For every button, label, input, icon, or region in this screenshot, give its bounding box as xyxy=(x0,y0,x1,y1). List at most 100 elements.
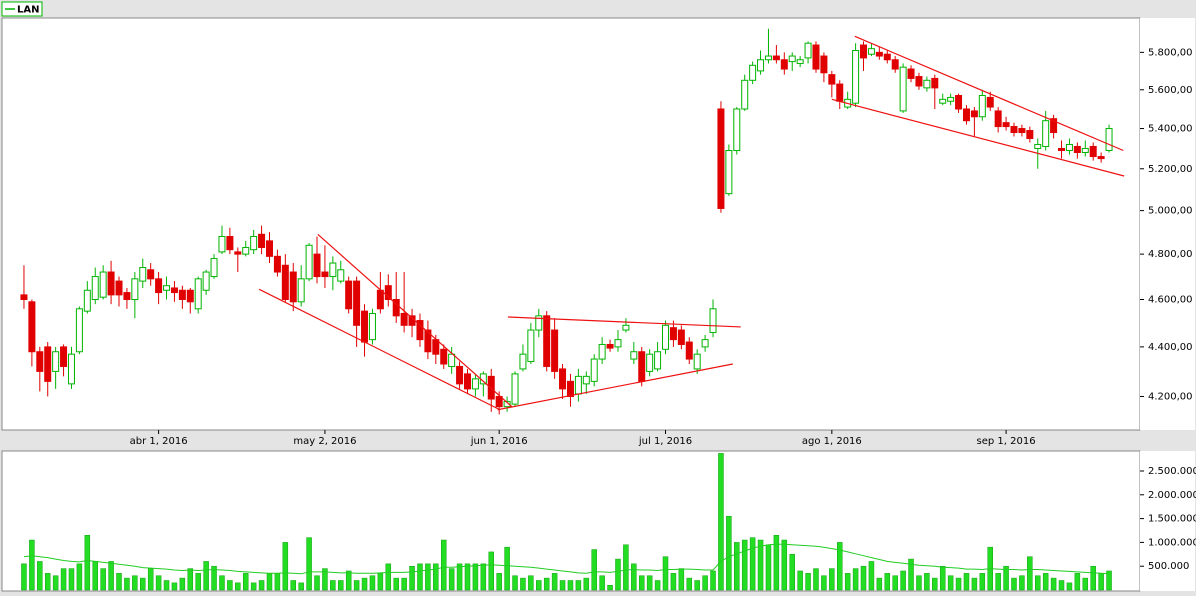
price-panel xyxy=(1,17,1141,431)
volume-bar xyxy=(425,563,431,591)
candle-body xyxy=(559,368,567,390)
candle-body xyxy=(400,312,408,326)
volume-bar xyxy=(219,575,225,591)
candle-body xyxy=(1089,145,1097,158)
volume-bar xyxy=(1035,575,1041,591)
volume-bar xyxy=(575,580,582,591)
candle-body xyxy=(630,351,638,360)
candle-body xyxy=(20,294,28,300)
candle-body xyxy=(939,98,947,104)
candle-body xyxy=(218,235,226,253)
candle-body xyxy=(598,343,606,360)
candle-body xyxy=(99,271,107,298)
volume-bar xyxy=(235,582,241,591)
y-tick-label: 5.000,00 xyxy=(1148,206,1193,217)
volume-bar xyxy=(678,568,685,591)
candle-body xyxy=(194,278,202,310)
volume-bar xyxy=(567,580,574,591)
volume-bar xyxy=(92,561,98,591)
x-tick-label: may 2, 2016 xyxy=(293,436,356,447)
volume-bar xyxy=(258,580,265,591)
volume-bar xyxy=(892,575,898,591)
volume-bar xyxy=(781,539,788,591)
volume-bar xyxy=(924,573,930,591)
candle-body xyxy=(495,395,503,408)
candle-body xyxy=(527,329,535,363)
volume-bar xyxy=(829,568,835,591)
candle-body xyxy=(1002,122,1010,128)
volume-bar xyxy=(21,563,27,591)
candle-body xyxy=(432,339,440,355)
volume-bar xyxy=(884,573,891,591)
volume-bar xyxy=(195,573,201,591)
volume-bar xyxy=(266,573,273,591)
candle-body xyxy=(456,365,464,385)
candle-body xyxy=(669,327,677,341)
candle-body xyxy=(923,79,931,89)
candle-body xyxy=(242,246,250,255)
candle-body xyxy=(511,373,519,405)
volume-bar xyxy=(670,573,677,591)
volume-bar xyxy=(385,563,392,591)
volume-bar xyxy=(591,549,597,591)
volume-tick-label: 2.500.000 xyxy=(1148,466,1196,477)
candle-body xyxy=(1034,143,1042,149)
volume-bar xyxy=(155,575,162,591)
candle-body xyxy=(329,262,337,278)
candle-body xyxy=(123,292,131,300)
volume-bar xyxy=(947,575,954,591)
candle-body xyxy=(1105,128,1113,151)
volume-bar xyxy=(805,573,811,591)
candle-body xyxy=(622,324,630,331)
candle-body xyxy=(226,235,234,251)
candle-body xyxy=(1010,126,1018,134)
candle-body xyxy=(662,324,670,350)
candle-body xyxy=(852,50,860,104)
candle-body xyxy=(764,55,772,61)
candle-body xyxy=(67,353,75,385)
candle-body xyxy=(289,271,297,303)
volume-bar xyxy=(939,565,946,591)
volume-bar xyxy=(520,577,526,591)
volume-bar xyxy=(393,577,399,591)
volume-bar xyxy=(211,565,217,591)
volume-bar xyxy=(504,546,510,591)
candle-body xyxy=(83,289,91,312)
volume-bar xyxy=(1011,577,1017,591)
candle-body xyxy=(115,280,123,296)
candle-body xyxy=(305,244,313,280)
candle-body xyxy=(828,74,836,85)
volume-bar xyxy=(1019,575,1025,591)
candle-body xyxy=(424,329,432,353)
candle-body xyxy=(250,235,258,251)
candle-body xyxy=(1050,118,1058,134)
volume-bar xyxy=(757,539,764,591)
volume-bar xyxy=(852,568,859,591)
volume-bar xyxy=(401,577,407,591)
volume-bar xyxy=(1027,556,1033,591)
volume-bar xyxy=(488,551,495,591)
volume-bar xyxy=(345,570,352,591)
volume-bar xyxy=(274,573,281,591)
volume-bar xyxy=(290,580,296,591)
volume-bar xyxy=(480,563,487,591)
candle-body xyxy=(1018,128,1026,134)
volume-bar xyxy=(147,568,154,591)
volume-bar xyxy=(472,563,479,591)
volume-bar xyxy=(583,577,590,591)
candle-body xyxy=(1081,147,1089,154)
candle-body xyxy=(788,55,796,63)
candle-body xyxy=(891,59,899,70)
candle-body xyxy=(234,251,242,255)
volume-bar xyxy=(1090,565,1096,591)
volume-bar xyxy=(718,453,724,591)
candle-body xyxy=(970,110,978,118)
candle-body xyxy=(361,310,369,343)
volume-bar xyxy=(456,563,463,591)
candle-body xyxy=(107,271,115,296)
volume-bar xyxy=(108,561,114,591)
candle-body xyxy=(875,51,883,57)
volume-bar xyxy=(821,575,827,591)
volume-bar xyxy=(171,582,178,591)
volume-bar xyxy=(837,542,843,591)
